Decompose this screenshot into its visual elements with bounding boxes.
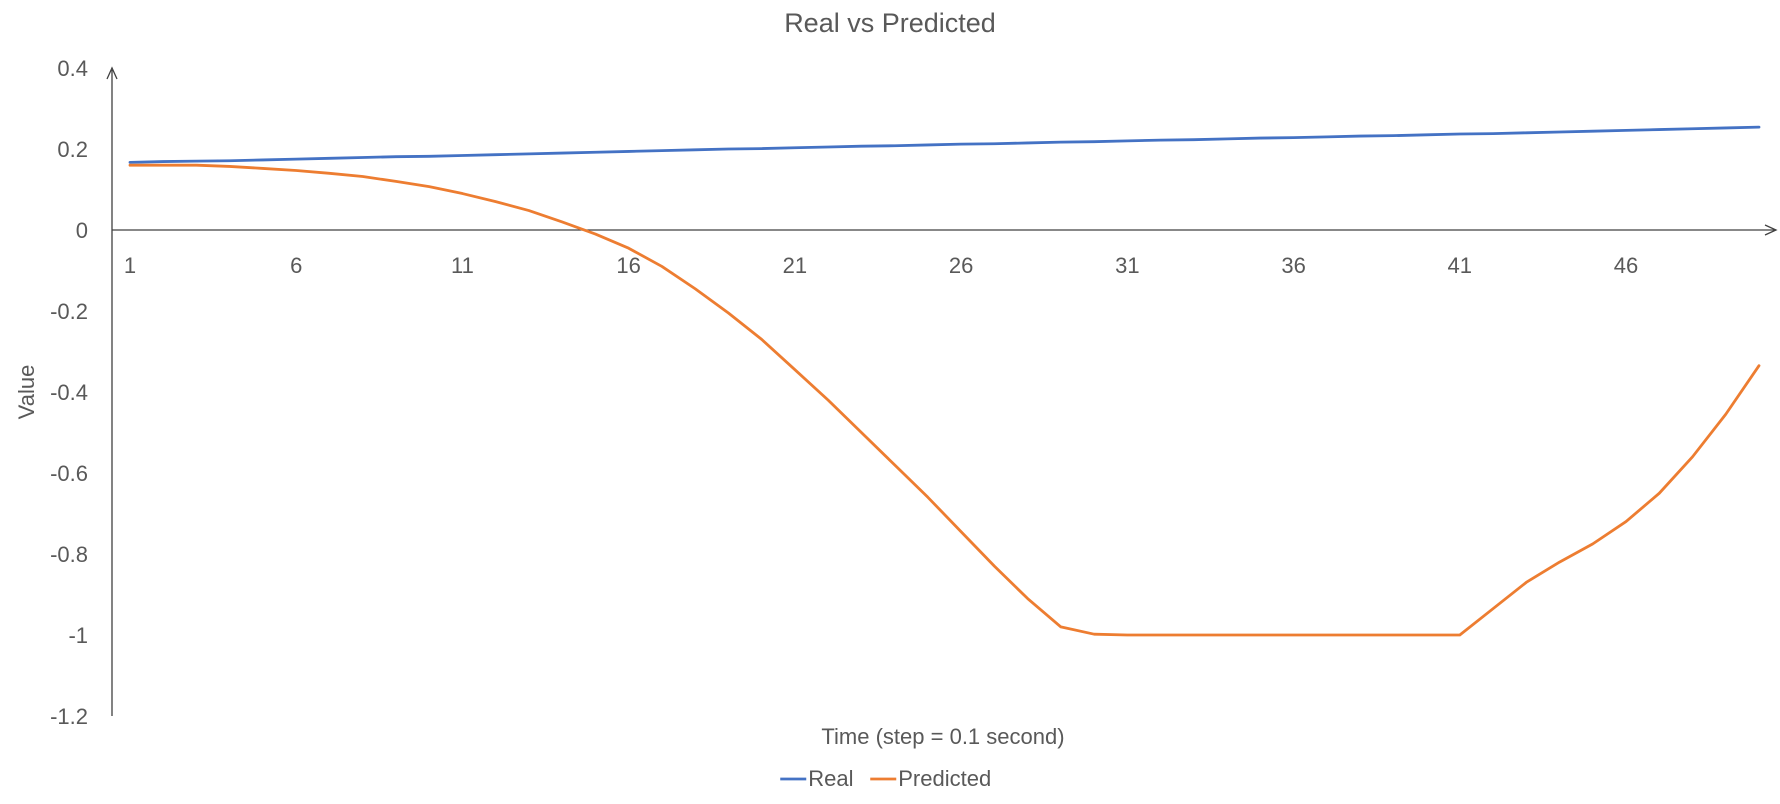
x-axis <box>112 224 1778 236</box>
legend: Real Predicted <box>780 766 991 791</box>
legend-label-real: Real <box>808 766 853 791</box>
x-tick-label: 6 <box>290 253 302 278</box>
x-tick-label: 46 <box>1614 253 1638 278</box>
x-tick-label: 16 <box>616 253 640 278</box>
chart-title: Real vs Predicted <box>784 8 996 38</box>
y-axis-arrow <box>106 66 118 80</box>
series-line-predicted <box>128 163 1761 637</box>
y-axis <box>106 66 118 716</box>
y-tick-label: -1 <box>68 623 88 648</box>
x-tick-label: 41 <box>1448 253 1472 278</box>
legend-label-predicted: Predicted <box>898 766 991 791</box>
y-tick-labels: 0.4 0.2 0 -0.2 -0.4 -0.6 -0.8 -1 -1.2 <box>50 56 88 729</box>
series-lines <box>128 125 1761 637</box>
y-tick-label: 0.2 <box>57 137 88 162</box>
y-tick-label: -0.2 <box>50 299 88 324</box>
x-tick-label: 31 <box>1115 253 1139 278</box>
x-tick-label: 26 <box>949 253 973 278</box>
x-tick-label: 21 <box>783 253 807 278</box>
x-tick-labels: 1 6 11 16 21 26 31 36 41 46 <box>124 253 1638 278</box>
y-tick-label: -1.2 <box>50 704 88 729</box>
y-tick-label: 0 <box>76 218 88 243</box>
y-tick-label: -0.6 <box>50 461 88 486</box>
series-line-real <box>128 125 1761 164</box>
x-axis-arrow <box>1764 224 1778 236</box>
y-axis-title: Value <box>14 365 39 420</box>
x-axis-title: Time (step = 0.1 second) <box>821 724 1064 749</box>
y-tick-label: 0.4 <box>57 56 88 81</box>
x-tick-label: 1 <box>124 253 136 278</box>
x-tick-label: 11 <box>451 253 474 278</box>
y-tick-label: -0.4 <box>50 380 88 405</box>
x-tick-label: 36 <box>1281 253 1305 278</box>
y-tick-label: -0.8 <box>50 542 88 567</box>
